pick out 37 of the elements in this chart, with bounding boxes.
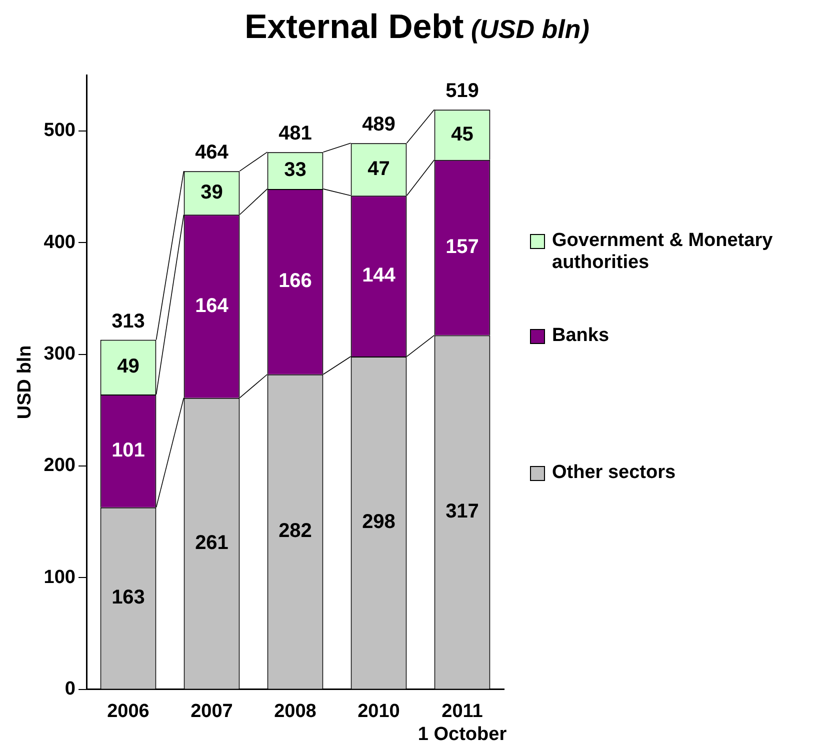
y-tick-label: 0: [64, 678, 76, 700]
x-tick-label: 2008: [274, 701, 316, 722]
x-tick-label: 2010: [358, 701, 400, 722]
total-label: 464: [195, 142, 230, 164]
x-tick-label: 2011 1 October: [418, 701, 508, 745]
data-label: 39: [200, 181, 223, 204]
data-label: 33: [284, 159, 306, 182]
total-label: 313: [112, 310, 145, 332]
data-label: 317: [446, 500, 479, 523]
total-label: 489: [362, 114, 396, 136]
total-label: 481: [278, 122, 312, 145]
y-tick-label: 200: [44, 455, 76, 476]
chart-subtitle: (USD bln): [470, 14, 590, 44]
data-label: 261: [195, 532, 228, 554]
legend-label: Government & Monetary authorities: [552, 230, 774, 274]
data-label: 144: [362, 264, 396, 287]
x-tick-label: 2007: [190, 701, 233, 722]
data-label: 101: [112, 439, 145, 462]
data-label: 49: [117, 356, 140, 378]
legend-label: Other sectors: [552, 462, 677, 484]
data-label: 164: [195, 294, 230, 317]
data-label: 47: [368, 158, 390, 180]
x-tick-label: 2006: [107, 701, 150, 722]
y-tick-label: 100: [44, 566, 76, 588]
y-tick-label: 300: [44, 344, 76, 365]
data-label: 45: [451, 123, 474, 146]
data-label: 166: [278, 270, 312, 292]
total-label: 519: [446, 80, 479, 102]
y-axis-title: USD bln: [14, 345, 36, 420]
legend-label: Banks: [552, 325, 610, 347]
data-label: 157: [446, 236, 479, 258]
data-label: 282: [278, 520, 312, 542]
data-label: 298: [362, 511, 396, 534]
chart-title: External Debt: [244, 8, 464, 46]
data-label: 163: [112, 586, 145, 609]
y-tick-label: 500: [44, 120, 76, 142]
y-tick-label: 400: [44, 232, 76, 253]
